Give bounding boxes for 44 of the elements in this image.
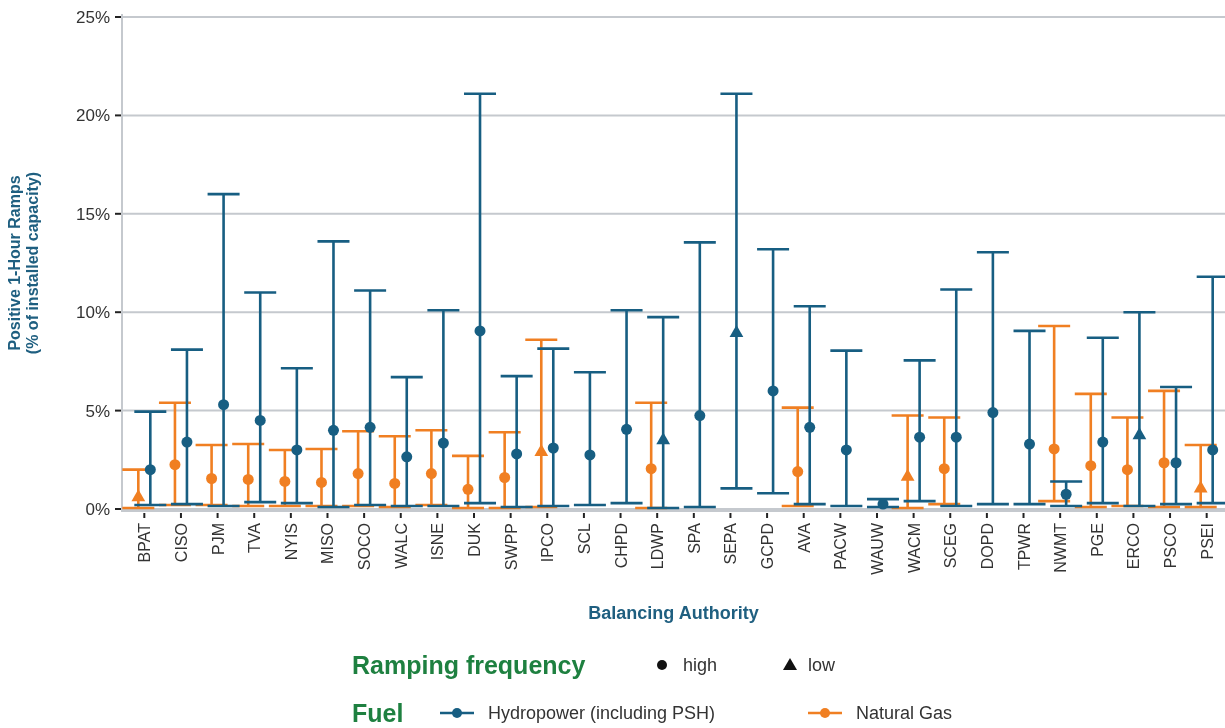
- x-tick-label: GCPD: [759, 523, 777, 570]
- x-tick-label: DUK: [466, 522, 484, 557]
- x-tick-label: BPAT: [136, 522, 154, 563]
- x-tick-label: MISO: [319, 523, 337, 564]
- text: low: [808, 655, 837, 676]
- x-tick-label: SWPP: [502, 523, 520, 571]
- x-tick-label: SCEG: [942, 523, 960, 569]
- x-tick-label: IPCO: [539, 523, 557, 563]
- y-tick-label: 0%: [85, 499, 110, 519]
- x-tick-label: ERCO: [1125, 523, 1143, 570]
- x-tick-label: WAUW: [868, 522, 886, 575]
- x-tick-label: PGE: [1088, 523, 1106, 557]
- x-tick-label: CISO: [172, 523, 190, 563]
- legend-label: Hydropower (including PSH): [488, 703, 716, 724]
- y-tick-label: 10%: [75, 303, 110, 323]
- x-tick-label: NWMT: [1052, 522, 1070, 573]
- y-tick-label: 5%: [85, 401, 110, 421]
- x-tick-label: PACW: [832, 522, 850, 570]
- x-axis-title: Balancing Authority: [588, 603, 759, 623]
- x-tick-label: TVA: [246, 522, 264, 553]
- x-tick-label: WALC: [392, 523, 410, 569]
- x-tick-label: PSCO: [1162, 523, 1180, 569]
- x-tick-label: SPA: [685, 522, 703, 554]
- x-tick-label: DOPD: [978, 523, 996, 570]
- y-axis-title: Positive 1-Hour Ramps (% of installed capacity): [6, 171, 41, 355]
- text: high: [683, 655, 718, 676]
- x-tick-label: TPWR: [1015, 523, 1033, 571]
- x-tick-label: SCL: [575, 522, 593, 555]
- x-tick-label: PSEI: [1198, 523, 1216, 560]
- x-tick-label: WACM: [905, 523, 923, 574]
- x-tick-label: LDWP: [649, 523, 667, 570]
- legend-title: Fuel: [352, 698, 404, 727]
- y-tick-label: 20%: [75, 106, 110, 126]
- x-tick-label: PJM: [209, 523, 227, 555]
- y-tick-label: 15%: [75, 204, 110, 224]
- legend-label: Natural Gas: [856, 703, 953, 724]
- x-tick-label: SEPA: [722, 522, 740, 565]
- x-tick-label: ISNE: [429, 523, 447, 561]
- y-tick-label: 25%: [75, 7, 110, 27]
- x-tick-label: NYIS: [282, 523, 300, 561]
- x-tick-label: AVA: [795, 522, 813, 553]
- text: Ramping frequency: [352, 650, 586, 679]
- x-tick-label: CHPD: [612, 523, 630, 569]
- x-tick-label: SOCO: [356, 523, 374, 571]
